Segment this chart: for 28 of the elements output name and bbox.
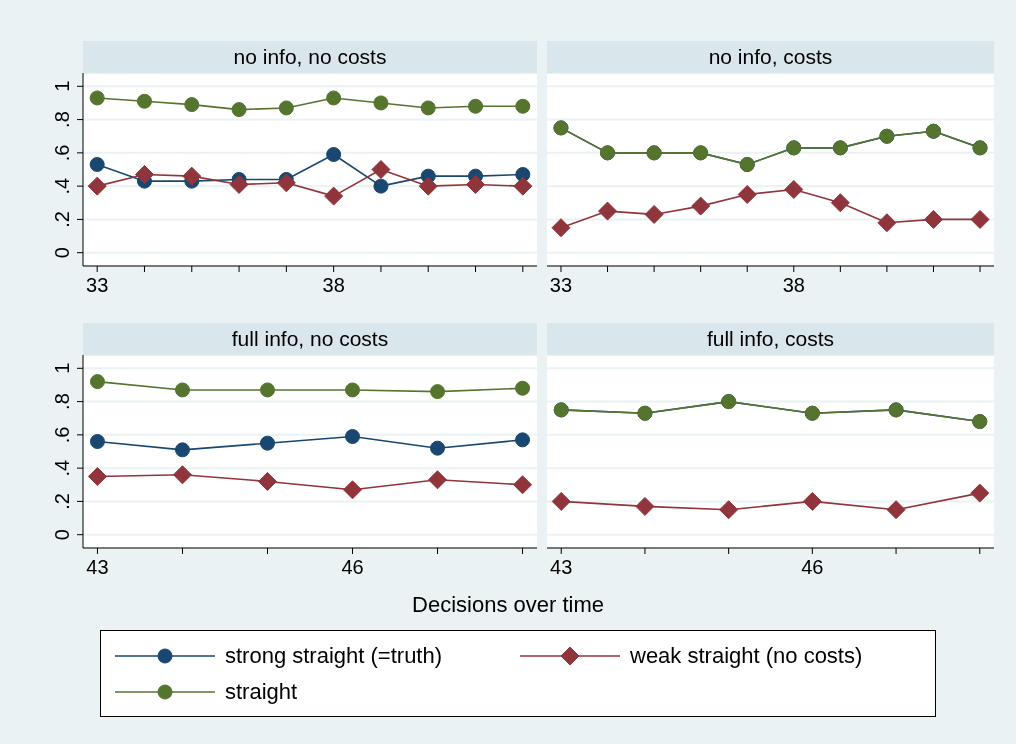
x-tick-label: 46 bbox=[801, 556, 824, 578]
chart-title: full info, no costs bbox=[231, 327, 389, 351]
y-tick-label: .8 bbox=[51, 393, 73, 410]
y-tick-label: .2 bbox=[51, 211, 73, 228]
y-tick-label: .4 bbox=[51, 459, 73, 477]
x-tick-label: 38 bbox=[782, 274, 805, 296]
y-tick-label: .2 bbox=[51, 493, 73, 510]
x-tick-label: 33 bbox=[86, 274, 109, 296]
legend-label: straight bbox=[225, 678, 298, 705]
y-tick-label: 0 bbox=[51, 529, 73, 541]
x-tick-label: 33 bbox=[549, 274, 573, 296]
y-tick-label: .6 bbox=[51, 426, 73, 444]
y-tick-label: 1 bbox=[51, 80, 73, 92]
y-tick-label: 1 bbox=[51, 362, 73, 374]
x-axis-title: Decisions over time bbox=[411, 592, 605, 618]
x-tick-label: 43 bbox=[86, 556, 109, 578]
y-tick-label: .6 bbox=[51, 144, 73, 162]
legend-label: strong straight (=truth) bbox=[225, 642, 443, 669]
y-tick-label: .4 bbox=[51, 177, 73, 195]
chart-title: no info, no costs bbox=[233, 45, 387, 69]
x-tick-label: 43 bbox=[550, 556, 573, 578]
y-tick-label: 0 bbox=[51, 247, 73, 259]
chart-title: no info, costs bbox=[708, 45, 833, 69]
y-tick-label: .8 bbox=[51, 111, 73, 128]
legend-label: weak straight (no costs) bbox=[630, 642, 863, 669]
x-tick-label: 38 bbox=[322, 274, 345, 296]
x-tick-label: 46 bbox=[341, 556, 364, 578]
chart-title: full info, costs bbox=[706, 327, 835, 351]
